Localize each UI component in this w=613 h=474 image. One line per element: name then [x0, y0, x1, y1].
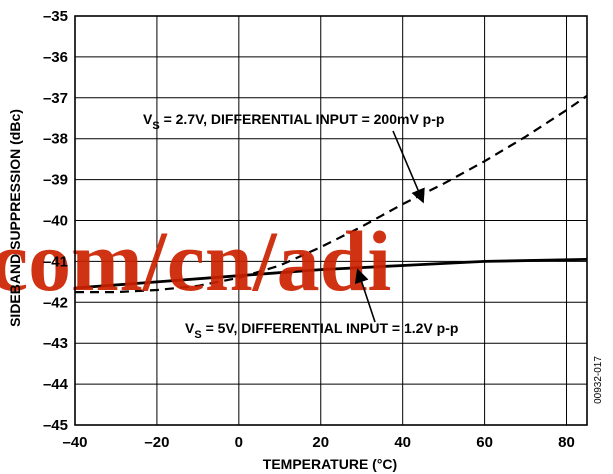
x-tick-label: –20 [144, 434, 169, 451]
y-tick-label: –38 [43, 131, 68, 148]
plot-frame [74, 15, 588, 426]
y-tick-label: –40 [43, 213, 68, 230]
y-tick-label: –36 [43, 49, 68, 66]
annotation-arrow-2 [354, 268, 376, 323]
y-tick-label: –39 [43, 172, 68, 189]
figure-code: 00932-017 [593, 356, 604, 404]
x-tick-label: 60 [476, 434, 493, 451]
y-tick-label: –45 [43, 417, 68, 434]
annotation-arrow-1 [392, 130, 425, 204]
annotation-label-1: VS = 2.7V, DIFFERENTIAL INPUT = 200mV p-… [143, 111, 444, 132]
x-tick-label: 40 [394, 434, 411, 451]
annotation-label-2: VS = 5V, DIFFERENTIAL INPUT = 1.2V p-p [185, 320, 458, 341]
x-tick-label: 20 [312, 434, 329, 451]
watermark-layer: com/cn/adi [0, 213, 391, 309]
x-tick-label: 0 [235, 434, 243, 451]
y-tick-label: –37 [43, 90, 68, 107]
y-tick-label: –42 [43, 294, 68, 311]
x-axis-title: TEMPERATURE (°C) [263, 456, 397, 472]
annotation-subscript: S [152, 120, 159, 132]
annotation-subscript: S [194, 329, 201, 341]
y-tick-label: –43 [43, 335, 68, 352]
tick-labels: –40 –20 0 20 40 60 80 –35 –36 –37 –38 –39 –40 –41 –42 –… [43, 8, 575, 451]
y-axis-title: SIDEBAND SUPPRESSION (dBc) [7, 109, 23, 327]
series-line-1 [75, 94, 588, 294]
series-line-2 [74, 258, 588, 290]
annotation-rest: = 2.7V, DIFFERENTIAL INPUT = 200mV p-p [160, 111, 445, 127]
annotation-rest: = 5V, DIFFERENTIAL INPUT = 1.2V p-p [202, 320, 459, 336]
y-tick-label: –35 [43, 8, 68, 25]
series-group [74, 94, 588, 294]
y-tick-label: –41 [43, 253, 68, 270]
x-tick-label: –40 [62, 434, 87, 451]
y-tick-label: –44 [43, 376, 69, 393]
x-tick-label: 80 [558, 434, 575, 451]
annotation-main: V [185, 320, 195, 336]
annotation-main: V [143, 111, 153, 127]
annotations: VS = 2.7V, DIFFERENTIAL INPUT = 200mV p-… [143, 111, 458, 341]
watermark-text: com/cn/adi [0, 213, 391, 309]
